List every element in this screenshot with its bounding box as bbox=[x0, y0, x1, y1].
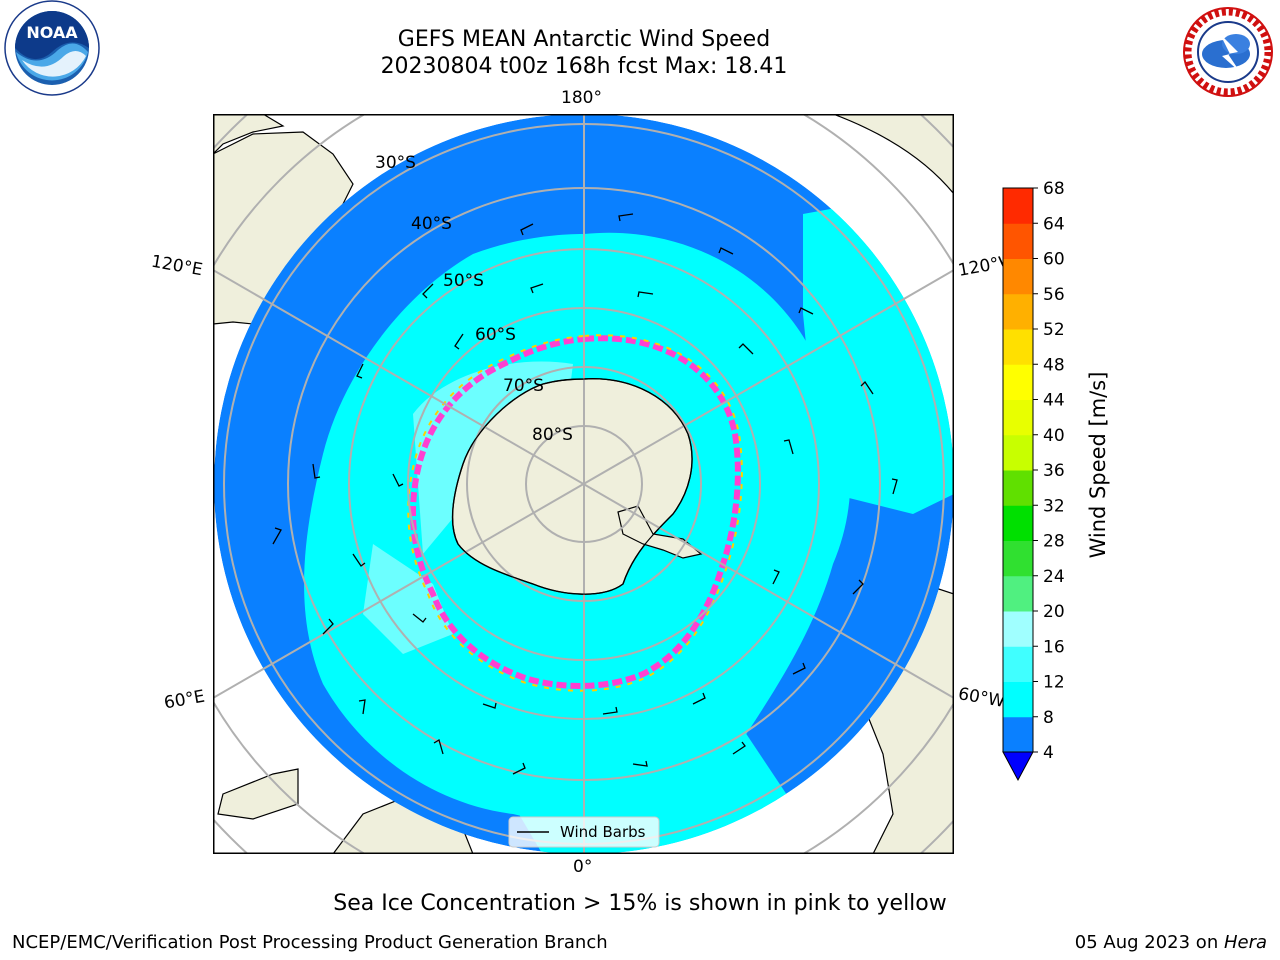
lon-label-120e: 120°E bbox=[149, 251, 205, 281]
footer-host: Hera bbox=[1223, 932, 1267, 953]
colorbar-block bbox=[1003, 611, 1033, 647]
map-subtitle: 20230804 t00z 168h fcst Max: 18.41 bbox=[380, 54, 788, 79]
lat-label-60: 60°S bbox=[475, 325, 516, 345]
sea-ice-note: Sea Ice Concentration > 15% is shown in … bbox=[333, 891, 947, 916]
colorbar-label: Wind Speed [m/s] bbox=[1086, 372, 1110, 559]
colorbar-block bbox=[1003, 470, 1033, 506]
colorbar-tick-label: 68 bbox=[1043, 180, 1065, 199]
colorbar-block bbox=[1003, 434, 1033, 471]
land-corner-top-left bbox=[213, 114, 285, 155]
colorbar-block bbox=[1003, 258, 1033, 295]
polar-map: 30°S 40°S 50°S 60°S 70°S 80°S Wind Barbs bbox=[213, 114, 954, 854]
colorbar-block bbox=[1003, 329, 1033, 365]
footer-date: 05 Aug 2023 on Hera bbox=[1074, 932, 1267, 953]
colorbar-tick-label: 28 bbox=[1043, 532, 1065, 552]
colorbar-tick-label: 56 bbox=[1043, 285, 1065, 305]
colorbar-tick-label: 36 bbox=[1043, 461, 1065, 481]
legend-label: Wind Barbs bbox=[560, 823, 646, 841]
colorbar-tick-label: 44 bbox=[1043, 391, 1065, 411]
lat-label-80: 80°S bbox=[532, 425, 573, 445]
colorbar-block bbox=[1003, 188, 1033, 224]
colorbar-extend-arrow bbox=[1002, 751, 1034, 782]
sea-ice-fringe bbox=[410, 335, 741, 689]
colorbar-block bbox=[1003, 505, 1033, 541]
colorbar-tick-label: 16 bbox=[1043, 637, 1065, 657]
noaa-logo: NOAA bbox=[4, 0, 100, 96]
lat-label-40: 40°S bbox=[411, 214, 452, 234]
colorbar-tick-label: 52 bbox=[1043, 320, 1065, 340]
colorbar-block bbox=[1003, 716, 1033, 753]
colorbar-block bbox=[1003, 575, 1033, 612]
sea-ice-fringe-yellow bbox=[407, 334, 743, 692]
colorbar-tick-label: 20 bbox=[1043, 602, 1065, 622]
lon-label-60e: 60°E bbox=[162, 686, 207, 714]
lat-label-70: 70°S bbox=[503, 376, 544, 396]
wind-band-light-2 bbox=[363, 544, 453, 654]
colorbar-tick-label: 24 bbox=[1043, 567, 1065, 587]
footer-credit: NCEP/EMC/Verification Post Processing Pr… bbox=[12, 932, 608, 953]
wind-barbs bbox=[272, 213, 898, 775]
colorbar-block bbox=[1003, 223, 1033, 259]
colorbar-block bbox=[1003, 364, 1033, 400]
colorbar-tick-label: 64 bbox=[1043, 214, 1065, 234]
colorbar-block bbox=[1003, 399, 1033, 436]
svg-text:NOAA: NOAA bbox=[26, 23, 78, 42]
colorbar-block bbox=[1003, 540, 1033, 577]
colorbar-block bbox=[1003, 646, 1033, 682]
colorbar-tick-label: 32 bbox=[1043, 496, 1065, 516]
lon-label-180: 180° bbox=[561, 88, 602, 108]
nws-logo bbox=[1183, 7, 1273, 97]
colorbar-block bbox=[1003, 681, 1033, 718]
lat-label-30: 30°S bbox=[375, 153, 416, 173]
colorbar-tick-label: 40 bbox=[1043, 426, 1065, 446]
wind-barbs-legend: Wind Barbs bbox=[508, 816, 660, 848]
lat-label-50: 50°S bbox=[443, 271, 484, 291]
map-title: GEFS MEAN Antarctic Wind Speed bbox=[397, 27, 771, 52]
colorbar-tick-label: 8 bbox=[1043, 708, 1054, 728]
colorbar-tick-label: 12 bbox=[1043, 673, 1065, 693]
colorbar-tick-label: 60 bbox=[1043, 250, 1065, 270]
graticule bbox=[213, 114, 954, 854]
lon-label-0: 0° bbox=[573, 857, 593, 877]
colorbar-tick-label: 4 bbox=[1043, 743, 1054, 763]
colorbar-tick-label: 48 bbox=[1043, 355, 1065, 375]
colorbar-block bbox=[1003, 293, 1033, 330]
colorbar-blocks bbox=[1002, 187, 1034, 782]
